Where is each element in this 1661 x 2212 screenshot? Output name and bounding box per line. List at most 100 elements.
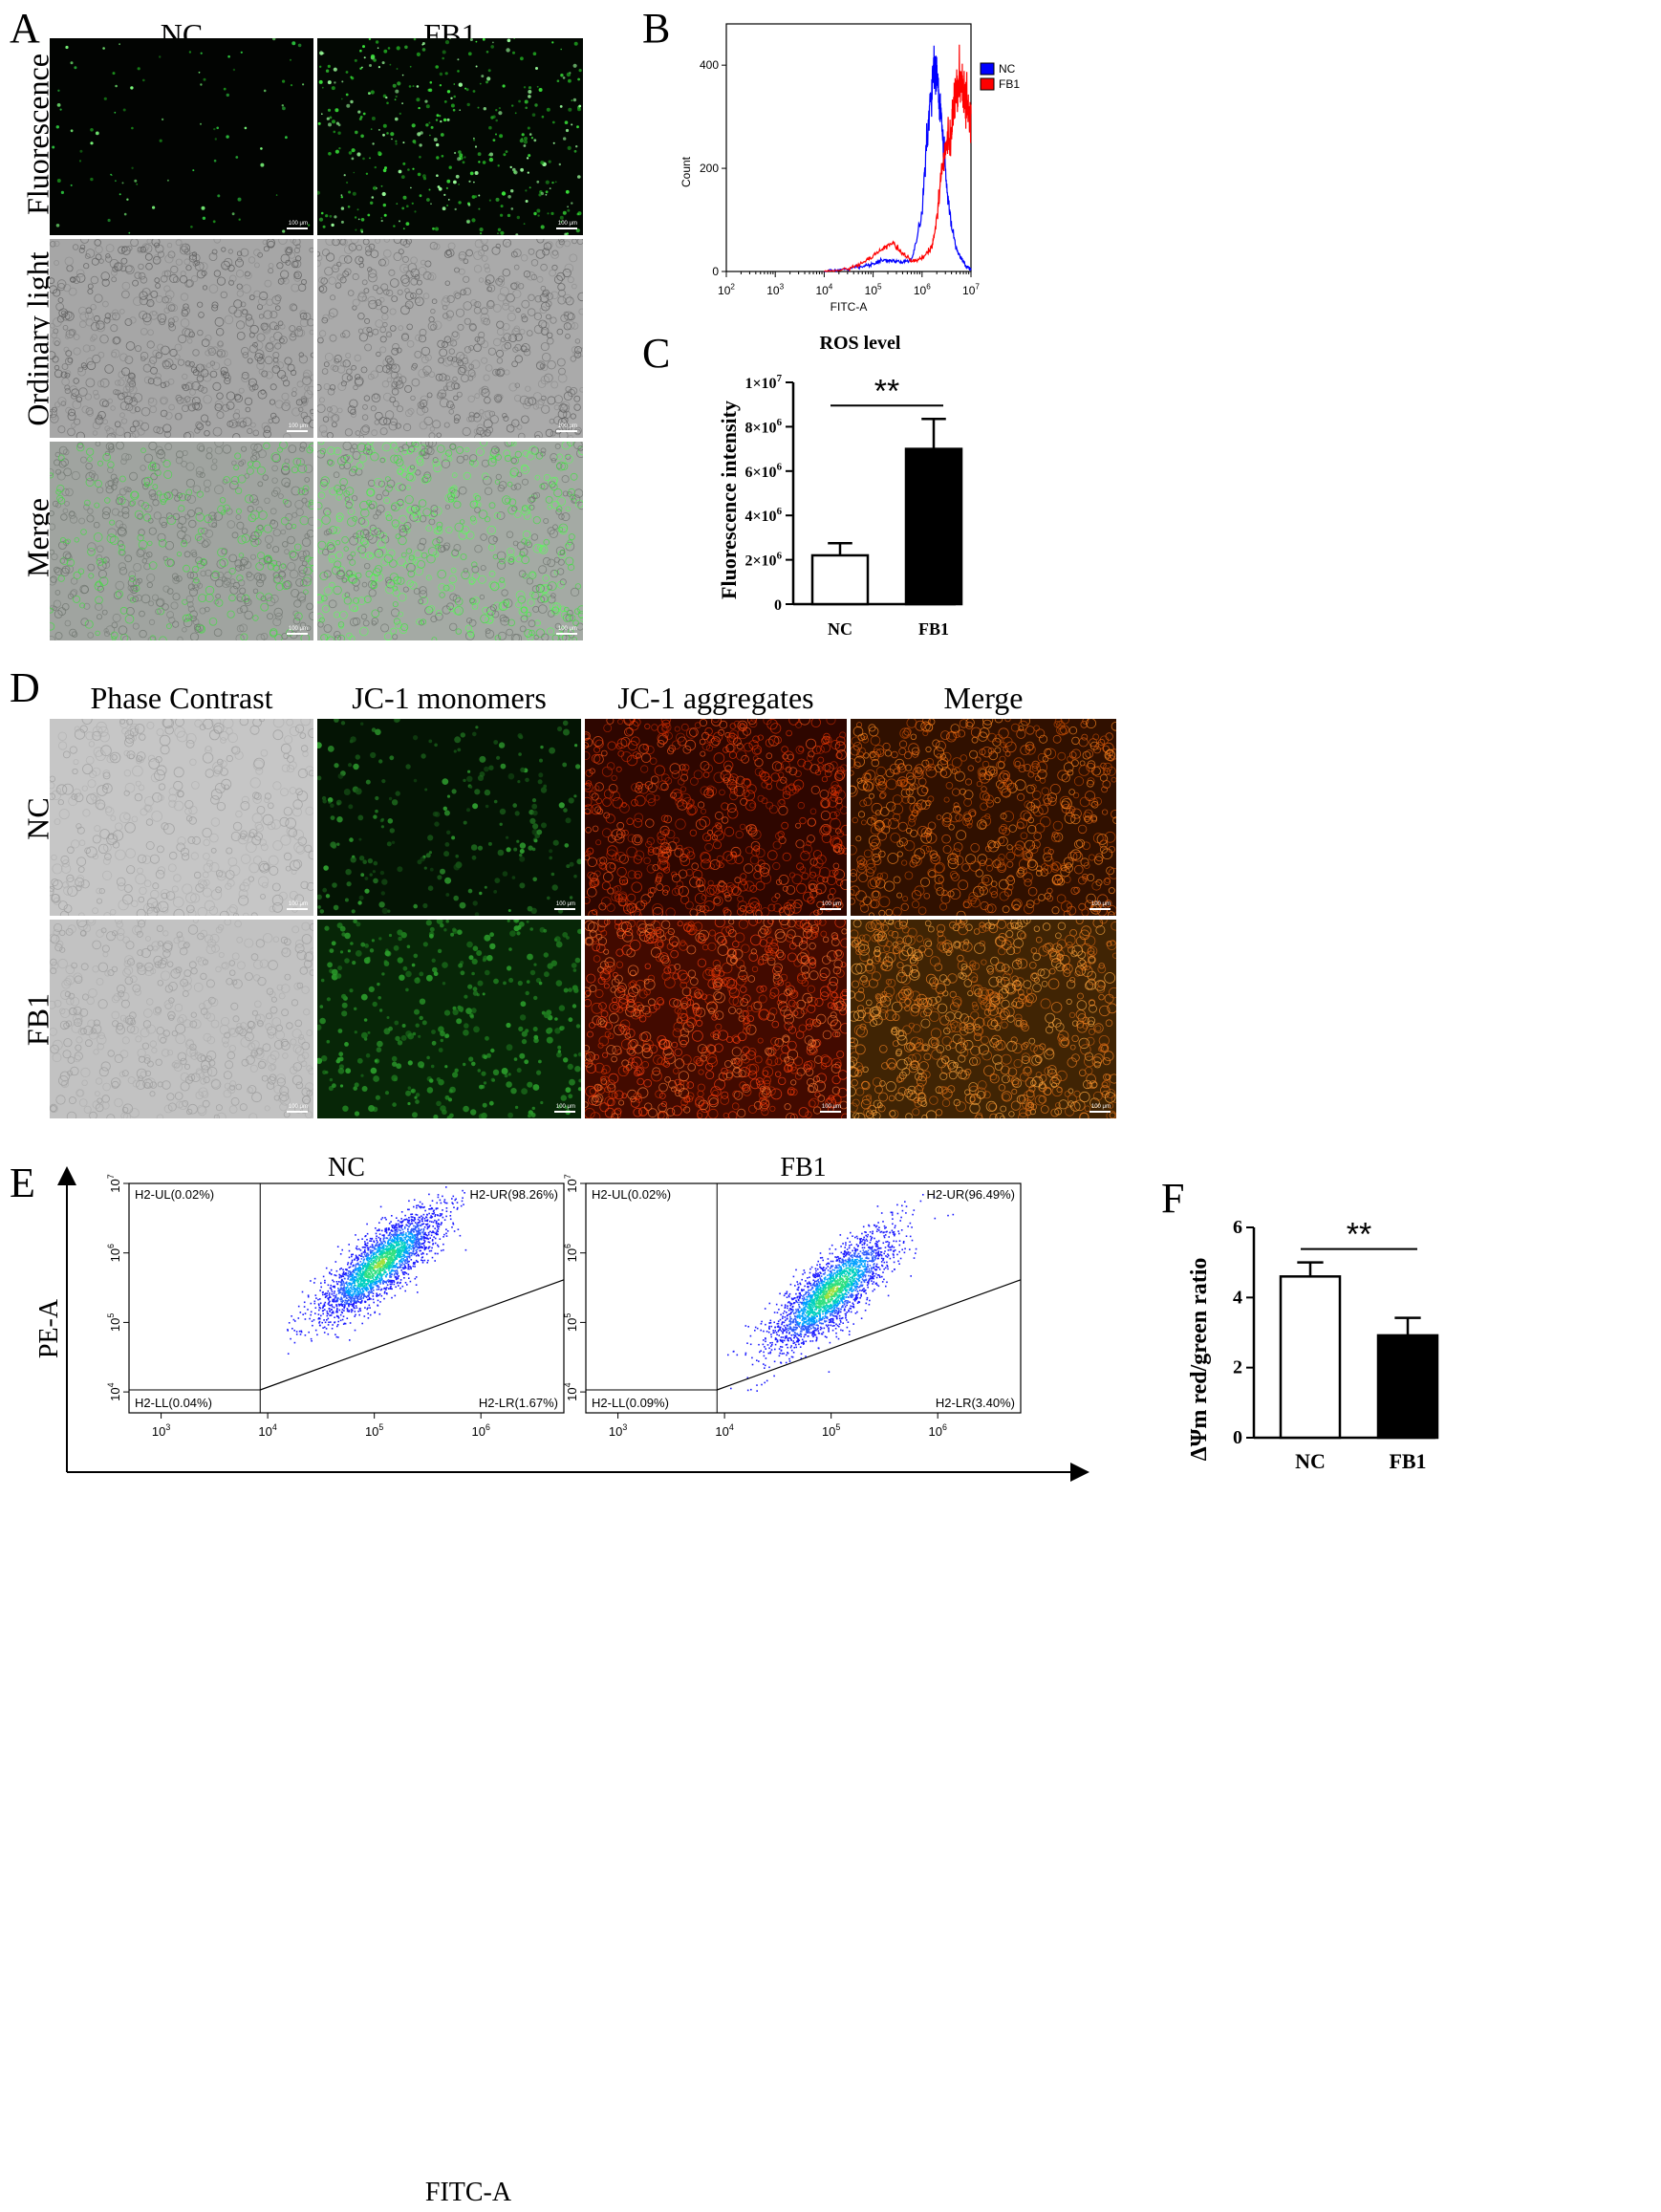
scale-bar <box>554 1111 575 1113</box>
micrograph-texture <box>585 719 847 916</box>
ros-chart-title: ROS level <box>820 333 901 354</box>
scatter-y-tick-label: 105 <box>106 1313 122 1332</box>
e-y-label: PE-A <box>34 1298 64 1358</box>
bar-y-tick-label: 2×106 <box>744 550 782 569</box>
micrograph-texture <box>317 239 583 438</box>
bar-fb1 <box>1376 1334 1439 1440</box>
ros-y-label: Fluorescence intensity <box>717 401 741 599</box>
scale-bar-label: 100 μm <box>555 901 575 907</box>
scale-bar <box>1089 908 1111 910</box>
bar-y-tick-label: 1×107 <box>744 373 782 392</box>
scatter-y-tick-label: 105 <box>563 1313 579 1332</box>
bar-fb1 <box>904 447 963 606</box>
scale-bar-label: 100 μm <box>288 1104 308 1110</box>
scatter-x-tick-label: 103 <box>609 1422 627 1439</box>
scatter-x-tick-label: 104 <box>258 1422 276 1439</box>
scatter-x-tick-label: 106 <box>929 1422 947 1439</box>
quadrant-ur-label: H2-UR(98.26%) <box>470 1187 558 1202</box>
micrograph-a-fluorescence-nc: 100 μm <box>50 38 313 235</box>
micrograph-a-merge-nc: 100 μm <box>50 442 313 640</box>
scale-bar-label: 100 μm <box>557 626 577 632</box>
scale-bar <box>287 228 308 229</box>
micrograph-texture <box>50 38 313 235</box>
ros-bar-chart: ROS level 0 2×106 4×106 6×106 8×106 1×107 NC F… <box>717 333 963 639</box>
panel-c-label: C <box>642 330 671 377</box>
scatter-y-tick-label: 104 <box>106 1382 122 1400</box>
legend-fb1-swatch <box>980 77 995 91</box>
histogram-series-nc <box>824 45 972 273</box>
scale-bar-label: 100 μm <box>288 221 308 227</box>
micrograph-d-merge-fb1: 100 μm <box>851 920 1116 1118</box>
quadrant-ur-label: H2-UR(96.49%) <box>927 1187 1015 1202</box>
bar-y-tick-label: 6×106 <box>744 462 782 481</box>
scatter-points <box>287 1186 467 1355</box>
gate-diagonal <box>717 1279 1022 1391</box>
scale-bar <box>287 430 308 432</box>
histogram-y-tick-label: 200 <box>700 162 719 175</box>
scatter-frame <box>585 1182 1022 1414</box>
micrograph-a-ordinary-fb1: 100 μm <box>317 239 583 438</box>
micrograph-texture <box>317 719 581 916</box>
micrograph-a-merge-fb1: 100 μm <box>317 442 583 640</box>
scale-bar-label: 100 μm <box>557 423 577 429</box>
micrograph-a-ordinary-nc: 100 μm <box>50 239 313 438</box>
micrograph-texture <box>585 920 847 1118</box>
quadrant-lr-label: H2-LR(1.67%) <box>479 1396 558 1410</box>
bar-y-tick-label: 2 <box>1233 1357 1242 1378</box>
histogram-x-tick-label: 103 <box>766 283 784 297</box>
panel-f-label: F <box>1161 1175 1185 1222</box>
histogram-x-label: FITC-A <box>830 300 868 314</box>
histogram-x-tick-label: 104 <box>815 283 832 297</box>
bar-category-label: FB1 <box>1389 1449 1426 1473</box>
scatter-x-tick-label: 105 <box>365 1422 383 1439</box>
panel-b-label: B <box>642 5 671 52</box>
panel-a-label: A <box>10 5 40 52</box>
micrograph-d-merge-nc: 100 μm <box>851 719 1116 916</box>
micrograph-d-monomers-nc: 100 μm <box>317 719 581 916</box>
panel-d-col-phase: Phase Contrast <box>90 681 273 715</box>
scale-bar-label: 100 μm <box>557 221 577 227</box>
bar-category-label: NC <box>828 619 852 639</box>
micrograph-texture <box>50 442 313 640</box>
quadrant-ul-label: H2-UL(0.02%) <box>592 1187 671 1202</box>
micrograph-d-phase-nc: 100 μm <box>50 719 313 916</box>
scale-bar-label: 100 μm <box>1090 901 1111 907</box>
scale-bar <box>554 908 575 910</box>
scale-bar <box>556 430 577 432</box>
flow-cytometry-chart: PE-A H2-UL(0.02%) H2-UR(98.26%) H2-LL(0.04… <box>34 1153 1089 1482</box>
micrograph-texture <box>317 442 583 640</box>
scatter-y-tick-label: 104 <box>563 1382 579 1400</box>
scale-bar-label: 100 μm <box>288 901 308 907</box>
significance-marker: ** <box>874 373 899 409</box>
bar-y-tick-label: 4 <box>1233 1287 1242 1308</box>
scale-bar <box>556 633 577 635</box>
histogram-frame <box>725 23 972 272</box>
scale-bar-label: 100 μm <box>1090 1104 1111 1110</box>
scale-bar-label: 100 μm <box>821 1104 841 1110</box>
scatter-x-tick-label: 106 <box>472 1422 490 1439</box>
bar-y-tick-label: 0 <box>774 597 782 614</box>
scatter-x-tick-label: 103 <box>152 1422 170 1439</box>
micrograph-d-aggregates-nc: 100 μm <box>585 719 847 916</box>
micrograph-texture <box>851 719 1116 916</box>
scale-bar <box>287 633 308 635</box>
scatter-y-tick-label: 106 <box>563 1244 579 1262</box>
micrograph-a-fluorescence-fb1: 100 μm <box>317 38 583 235</box>
histogram-x-tick-label: 106 <box>914 283 931 297</box>
scatter-y-tick-label: 107 <box>563 1174 579 1192</box>
legend-nc-swatch <box>980 62 995 76</box>
micrograph-d-phase-fb1: 100 μm <box>50 920 313 1118</box>
quadrant-ll-label: H2-LL(0.04%) <box>135 1396 212 1410</box>
legend-fb1-label: FB1 <box>999 77 1020 91</box>
micrograph-texture <box>317 920 581 1118</box>
scatter-y-tick-label: 107 <box>106 1174 122 1192</box>
histogram-y-label: Count <box>680 156 693 187</box>
micrograph-d-aggregates-fb1: 100 μm <box>585 920 847 1118</box>
ratio-bar-chart: 0 2 4 6 NC FB1 ** ΔΨm red/green ratio <box>1187 1217 1439 1473</box>
bar-nc <box>1279 1275 1342 1440</box>
histogram-x-tick-label: 107 <box>962 283 980 297</box>
micrograph-texture <box>50 920 313 1118</box>
panel-e-label: E <box>10 1160 35 1206</box>
histogram-series-fb1 <box>824 44 972 272</box>
bar-category-label: NC <box>1295 1449 1326 1473</box>
